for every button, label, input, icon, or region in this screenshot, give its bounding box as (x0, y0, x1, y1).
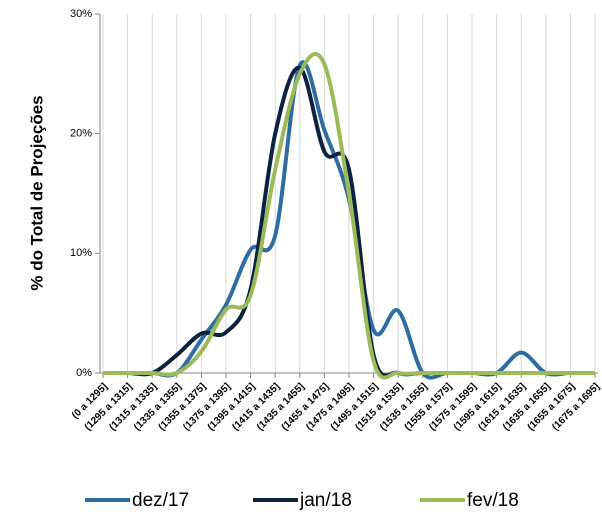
legend-label: jan/18 (299, 490, 352, 511)
y-tick-label: 30% (70, 8, 92, 20)
y-tick-label: 10% (70, 247, 92, 259)
legend-label: dez/17 (132, 490, 189, 511)
y-axis-label: % do Total de Projeções (27, 95, 46, 290)
y-tick-label: 0% (76, 367, 92, 379)
series-line (103, 51, 595, 380)
legend-label: fev/18 (467, 490, 519, 511)
y-tick-label: 20% (70, 128, 92, 140)
series-line (103, 60, 595, 380)
